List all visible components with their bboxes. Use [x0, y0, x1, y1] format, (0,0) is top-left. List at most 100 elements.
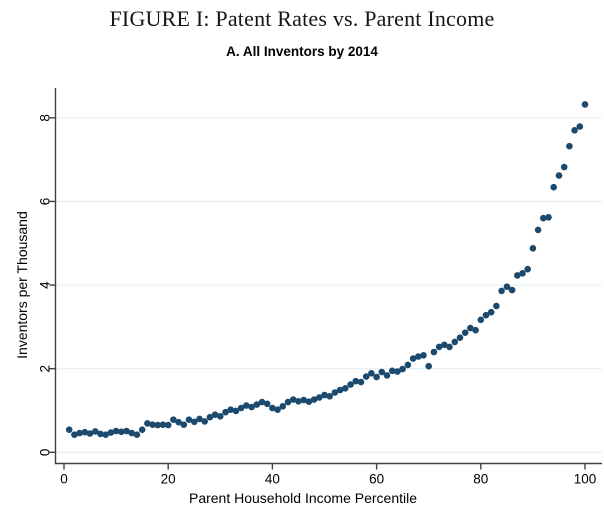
data-point: [336, 386, 344, 394]
data-point: [540, 214, 547, 222]
data-point: [378, 368, 386, 376]
data-point: [138, 426, 146, 434]
y-tick-label: 4: [38, 281, 53, 289]
data-point: [201, 418, 208, 425]
data-point: [357, 378, 365, 386]
data-point: [237, 404, 245, 412]
data-point: [550, 183, 557, 191]
data-point: [571, 127, 578, 134]
x-tick-label: 20: [161, 472, 176, 487]
data-point: [352, 377, 360, 385]
x-tick-label: 80: [473, 472, 488, 487]
x-tick-label: 40: [265, 472, 280, 487]
data-point: [274, 406, 281, 414]
data-point: [508, 286, 516, 294]
data-point: [560, 163, 568, 171]
data-point: [164, 421, 172, 429]
x-tick-label: 60: [369, 472, 384, 487]
data-point: [342, 385, 349, 392]
data-point: [519, 270, 526, 277]
data-point: [487, 308, 495, 316]
data-point: [175, 418, 182, 426]
data-point: [159, 421, 167, 429]
data-point: [576, 123, 584, 130]
y-axis-label: Inventors per Thousand: [14, 211, 30, 359]
data-point: [170, 416, 177, 424]
data-point: [498, 287, 505, 295]
data-point: [529, 245, 537, 252]
data-point: [368, 370, 375, 377]
data-point: [409, 355, 417, 362]
data-point: [295, 398, 302, 405]
data-point: [435, 343, 443, 351]
data-point: [92, 428, 99, 435]
data-point: [534, 226, 542, 234]
data-point: [263, 400, 271, 408]
data-point: [310, 396, 318, 403]
data-point: [180, 421, 188, 429]
data-point: [97, 430, 104, 438]
data-point: [102, 431, 109, 439]
data-point: [383, 372, 391, 379]
data-point: [472, 326, 479, 334]
data-point: [514, 272, 521, 279]
data-point: [321, 391, 328, 399]
data-point: [65, 426, 73, 434]
y-tick-label: 6: [38, 198, 53, 206]
data-point: [185, 416, 193, 424]
data-point: [81, 428, 89, 436]
data-point: [196, 415, 203, 423]
data-point: [545, 214, 552, 221]
data-point: [211, 411, 219, 419]
data-point: [222, 408, 229, 416]
data-point: [415, 353, 422, 360]
data-point: [112, 427, 120, 435]
data-point: [555, 172, 563, 179]
data-point: [284, 398, 292, 406]
data-point: [425, 362, 433, 370]
data-point: [430, 348, 438, 356]
data-point: [300, 396, 308, 404]
x-tick-label: 100: [574, 472, 597, 487]
data-point: [316, 394, 323, 401]
data-point: [482, 311, 490, 319]
data-point: [566, 142, 573, 150]
data-point: [451, 338, 459, 346]
data-point: [258, 398, 266, 406]
data-point: [86, 430, 94, 437]
data-point: [269, 404, 276, 412]
data-point: [581, 101, 589, 108]
data-point: [461, 329, 469, 337]
data-point: [399, 365, 406, 373]
data-point: [248, 403, 255, 411]
data-point: [206, 413, 214, 421]
panel-subtitle: A. All Inventors by 2014: [226, 44, 378, 59]
data-point: [232, 407, 240, 415]
data-point: [76, 429, 83, 437]
data-point: [441, 341, 448, 349]
data-point: [243, 402, 250, 409]
y-tick-label: 8: [38, 114, 53, 122]
y-tick-label: 0: [38, 449, 53, 457]
data-point: [477, 316, 485, 324]
data-point: [133, 431, 141, 439]
data-point: [388, 367, 396, 375]
data-point: [446, 343, 453, 351]
data-point: [191, 418, 198, 426]
data-point: [326, 393, 334, 400]
x-axis-label: Parent Household Income Percentile: [189, 490, 417, 506]
data-point: [149, 421, 156, 429]
data-point: [227, 406, 234, 414]
data-point: [289, 396, 297, 403]
data-point: [154, 421, 162, 429]
data-point: [331, 389, 339, 396]
data-point: [279, 403, 287, 410]
data-point: [420, 352, 427, 359]
data-point: [217, 413, 224, 420]
data-point: [144, 420, 151, 427]
data-point: [253, 401, 261, 408]
data-point: [71, 431, 78, 439]
data-point: [107, 429, 115, 436]
